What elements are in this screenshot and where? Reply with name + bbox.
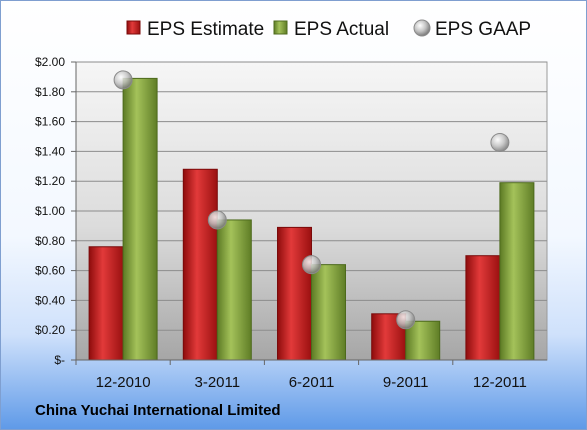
marker-eps-gaap (490, 132, 510, 152)
legend-label: EPS Actual (294, 19, 389, 40)
x-tick-label: 6-2011 (289, 374, 335, 391)
x-tick-label: 9-2011 (383, 374, 429, 391)
y-tick-label: $0.60 (35, 264, 65, 278)
bar-eps-actual (122, 77, 158, 361)
bar-eps-estimate (88, 246, 124, 361)
y-tick-label: $1.80 (35, 85, 65, 99)
bar-eps-actual (216, 219, 252, 361)
x-tick-label: 12-2011 (473, 374, 527, 391)
y-tick-label: $2.00 (35, 55, 65, 69)
bar-eps-estimate (465, 255, 501, 361)
bar-eps-actual (311, 264, 346, 361)
y-tick-label: $0.20 (35, 323, 65, 337)
y-tick-label: $0.40 (35, 293, 65, 307)
y-tick-label: $1.20 (35, 174, 65, 188)
y-tick-label: $1.00 (35, 204, 65, 218)
bar-eps-actual (499, 182, 535, 361)
legend-swatch-actual (273, 20, 288, 35)
bar-eps-estimate (277, 226, 312, 361)
y-tick-label: $0.80 (35, 234, 65, 248)
bar-eps-actual (405, 320, 441, 361)
bar-eps-estimate (182, 168, 218, 361)
marker-eps-gaap (113, 70, 133, 90)
legend-label: EPS GAAP (435, 19, 531, 40)
marker-eps-gaap (207, 210, 227, 230)
x-tick-label: 12-2010 (96, 374, 151, 391)
y-tick-label: $1.60 (35, 115, 65, 129)
y-tick-label: $- (54, 353, 65, 367)
legend-label: EPS Estimate (147, 19, 264, 40)
marker-eps-gaap (396, 310, 416, 330)
marker-eps-gaap (302, 255, 321, 275)
company-name: China Yuchai International Limited (35, 402, 281, 419)
y-tick-label: $1.40 (35, 144, 65, 158)
legend-swatch-gaap (413, 19, 431, 37)
x-tick-label: 3-2011 (195, 374, 241, 391)
legend-swatch-estimate (126, 20, 141, 35)
